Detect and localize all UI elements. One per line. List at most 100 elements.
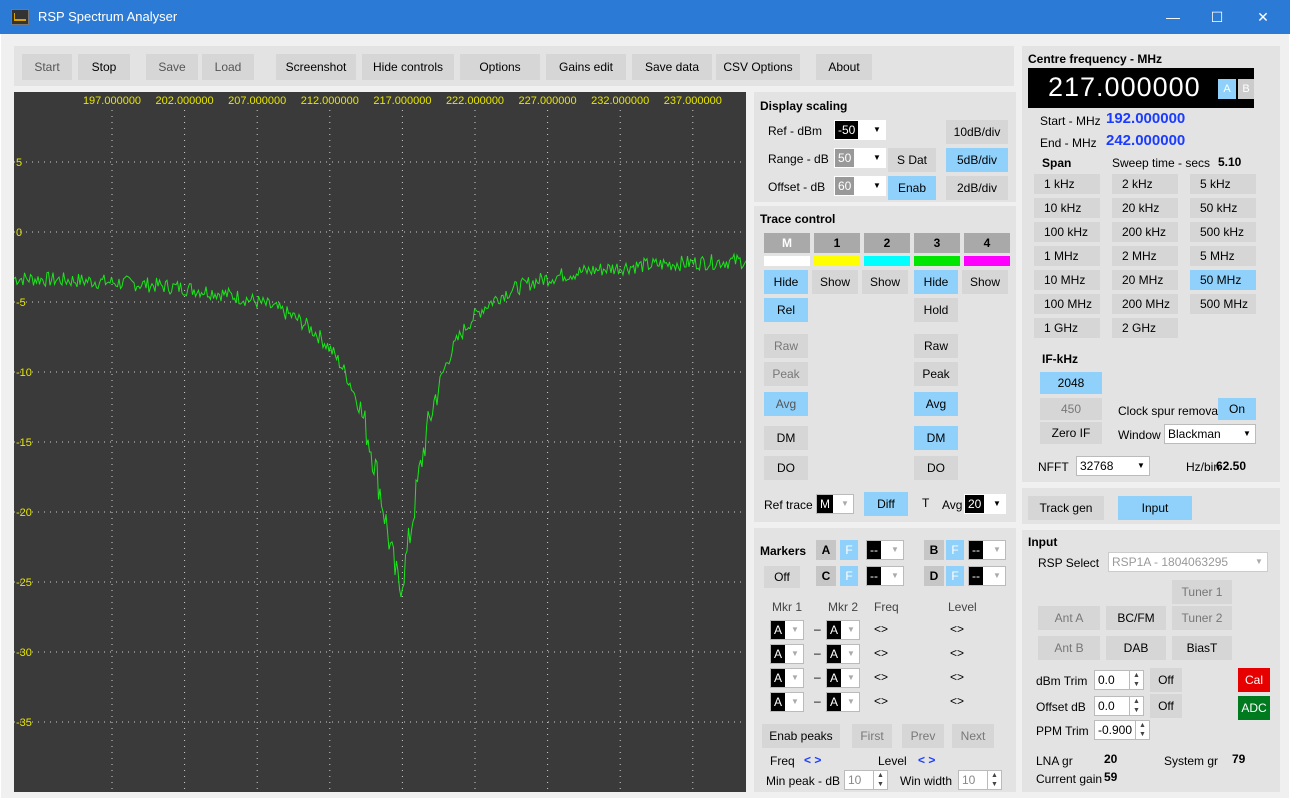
load-button[interactable]: Load xyxy=(202,54,254,80)
dm-3-button[interactable]: DM xyxy=(914,426,958,450)
marker-b-select[interactable]: -- ▼ xyxy=(968,540,1006,560)
marker-b-f-button[interactable]: F xyxy=(946,540,964,560)
marker-c-select[interactable]: -- ▼ xyxy=(866,566,904,586)
end-mhz-value[interactable]: 242.000000 xyxy=(1106,132,1186,149)
range-select[interactable]: 50 ▼ xyxy=(834,148,886,168)
span-button-200-khz[interactable]: 200 kHz xyxy=(1112,222,1178,242)
10db-div-button[interactable]: 10dB/div xyxy=(946,120,1008,144)
trace-color-3[interactable] xyxy=(914,256,960,266)
maximize-icon[interactable]: ☐ xyxy=(1210,9,1224,25)
marker-a-button[interactable]: A xyxy=(816,540,836,560)
mkr1-select-3[interactable]: A ▼ xyxy=(770,668,804,688)
first-peak-button[interactable]: First xyxy=(852,724,892,748)
dm-m-button[interactable]: DM xyxy=(764,426,808,450)
save-data-button[interactable]: Save data xyxy=(632,54,712,80)
close-icon[interactable]: ✕ xyxy=(1257,9,1269,25)
dbm-trim-spinner[interactable]: 0.0 ▲ ▼ xyxy=(1094,670,1144,690)
spinner-arrows-icon[interactable]: ▲ ▼ xyxy=(1135,721,1149,739)
dab-button[interactable]: DAB xyxy=(1106,636,1166,660)
span-button-10-khz[interactable]: 10 kHz xyxy=(1034,198,1100,218)
raw-m-button[interactable]: Raw xyxy=(764,334,808,358)
vfo-b-button[interactable]: B xyxy=(1238,79,1254,99)
trace-color-m[interactable] xyxy=(764,256,810,266)
offset-select[interactable]: 60 ▼ xyxy=(834,176,886,196)
win-width-spinner[interactable]: 10 ▲ ▼ xyxy=(958,770,1002,790)
next-peak-button[interactable]: Next xyxy=(952,724,994,748)
trace-4-show-button[interactable]: Show xyxy=(962,270,1008,294)
save-button[interactable]: Save xyxy=(146,54,198,80)
spinner-arrows-icon[interactable]: ▲ ▼ xyxy=(987,771,1001,789)
span-button-50-khz[interactable]: 50 kHz xyxy=(1190,198,1256,218)
mkr2-select-3[interactable]: A ▼ xyxy=(826,668,860,688)
bc-fm-button[interactable]: BC/FM xyxy=(1106,606,1166,630)
rsp-select[interactable]: RSP1A - 1804063295 ▼ xyxy=(1108,552,1268,572)
start-button[interactable]: Start xyxy=(22,54,72,80)
diff-button[interactable]: Diff xyxy=(864,492,908,516)
about-button[interactable]: About xyxy=(816,54,872,80)
start-mhz-value[interactable]: 192.000000 xyxy=(1106,110,1186,127)
prev-peak-button[interactable]: Prev xyxy=(902,724,944,748)
trace-2-show-button[interactable]: Show xyxy=(862,270,908,294)
track-gen-button[interactable]: Track gen xyxy=(1028,496,1104,520)
nfft-select[interactable]: 32768 ▼ xyxy=(1076,456,1150,476)
window-select[interactable]: Blackman ▼ xyxy=(1164,424,1256,444)
span-button-2-mhz[interactable]: 2 MHz xyxy=(1112,246,1178,266)
mkr2-select-2[interactable]: A ▼ xyxy=(826,644,860,664)
s-dat-button[interactable]: S Dat xyxy=(888,148,936,172)
avg-m-button[interactable]: Avg xyxy=(764,392,808,416)
span-button-5-mhz[interactable]: 5 MHz xyxy=(1190,246,1256,266)
min-peak-spinner[interactable]: 10 ▲ ▼ xyxy=(844,770,888,790)
if-2048-button[interactable]: 2048 xyxy=(1040,372,1102,394)
peak-3-button[interactable]: Peak xyxy=(914,362,958,386)
enab-peaks-button[interactable]: Enab peaks xyxy=(762,724,840,748)
span-button-20-mhz[interactable]: 20 MHz xyxy=(1112,270,1178,290)
cal-button[interactable]: Cal xyxy=(1238,668,1270,692)
span-button-100-mhz[interactable]: 100 MHz xyxy=(1034,294,1100,314)
marker-c-button[interactable]: C xyxy=(816,566,836,586)
stop-button[interactable]: Stop xyxy=(78,54,130,80)
if-450-button[interactable]: 450 xyxy=(1040,398,1102,420)
span-button-500-mhz[interactable]: 500 MHz xyxy=(1190,294,1256,314)
peak-m-button[interactable]: Peak xyxy=(764,362,808,386)
clock-spur-on-button[interactable]: On xyxy=(1218,398,1256,420)
marker-d-f-button[interactable]: F xyxy=(946,566,964,586)
ant-b-button[interactable]: Ant B xyxy=(1038,636,1100,660)
marker-a-f-button[interactable]: F xyxy=(840,540,858,560)
span-button-10-mhz[interactable]: 10 MHz xyxy=(1034,270,1100,290)
span-button-2-khz[interactable]: 2 kHz xyxy=(1112,174,1178,194)
marker-b-button[interactable]: B xyxy=(924,540,944,560)
do-3-button[interactable]: DO xyxy=(914,456,958,480)
marker-d-button[interactable]: D xyxy=(924,566,944,586)
rel-button[interactable]: Rel xyxy=(764,298,808,322)
marker-c-f-button[interactable]: F xyxy=(840,566,858,586)
trace-1-show-button[interactable]: Show xyxy=(812,270,858,294)
ref-trace-select[interactable]: M ▼ xyxy=(816,494,854,514)
span-button-50-mhz[interactable]: 50 MHz xyxy=(1190,270,1256,290)
minimize-icon[interactable]: — xyxy=(1166,9,1180,25)
mkr1-select-1[interactable]: A ▼ xyxy=(770,620,804,640)
span-button-20-khz[interactable]: 20 kHz xyxy=(1112,198,1178,218)
centre-frequency-display[interactable]: 217.000000 A B xyxy=(1028,68,1254,108)
span-button-500-khz[interactable]: 500 kHz xyxy=(1190,222,1256,242)
span-button-2-ghz[interactable]: 2 GHz xyxy=(1112,318,1178,338)
adc-button[interactable]: ADC xyxy=(1238,696,1270,720)
offset-db-spinner[interactable]: 0.0 ▲ ▼ xyxy=(1094,696,1144,716)
peak-level-arrows[interactable]: < > xyxy=(918,753,936,767)
mkr1-select-4[interactable]: A ▼ xyxy=(770,692,804,712)
mkr2-select-4[interactable]: A ▼ xyxy=(826,692,860,712)
gains-edit-button[interactable]: Gains edit xyxy=(546,54,626,80)
marker-a-select[interactable]: -- ▼ xyxy=(866,540,904,560)
avg-count-select[interactable]: 20 ▼ xyxy=(964,494,1006,514)
do-m-button[interactable]: DO xyxy=(764,456,808,480)
trace-color-1[interactable] xyxy=(814,256,860,266)
csv-options-button[interactable]: CSV Options xyxy=(716,54,800,80)
zero-if-button[interactable]: Zero IF xyxy=(1040,422,1102,444)
5db-div-button[interactable]: 5dB/div xyxy=(946,148,1008,172)
screenshot-button[interactable]: Screenshot xyxy=(276,54,356,80)
span-button-5-khz[interactable]: 5 kHz xyxy=(1190,174,1256,194)
tuner1-button[interactable]: Tuner 1 xyxy=(1172,580,1232,604)
2db-div-button[interactable]: 2dB/div xyxy=(946,176,1008,200)
marker-d-select[interactable]: -- ▼ xyxy=(968,566,1006,586)
trace-m-hide-button[interactable]: Hide xyxy=(764,270,808,294)
mkr1-select-2[interactable]: A ▼ xyxy=(770,644,804,664)
